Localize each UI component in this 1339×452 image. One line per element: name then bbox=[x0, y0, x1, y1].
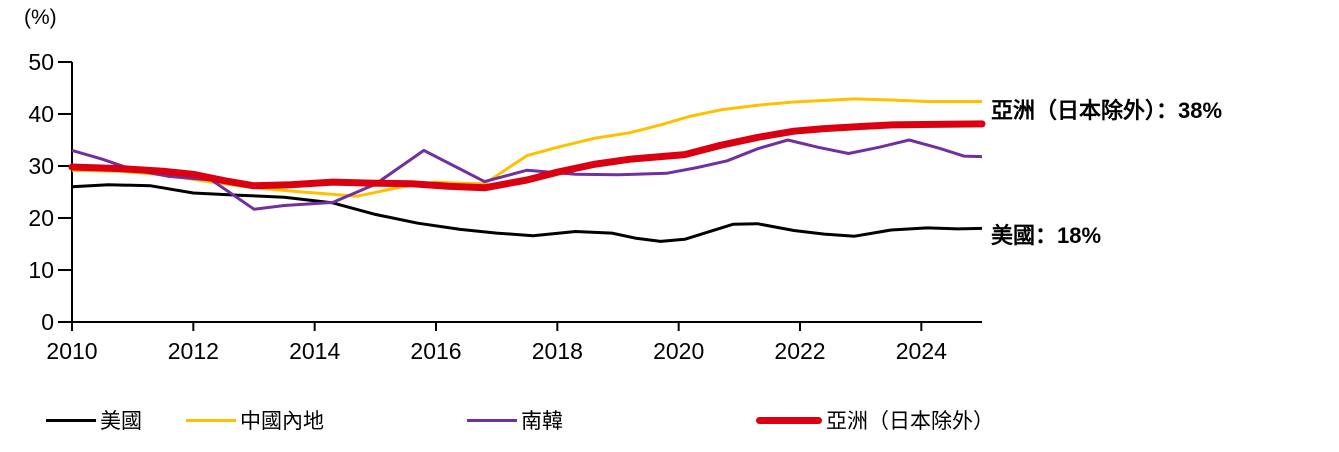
y-tick-label: 40 bbox=[28, 101, 54, 127]
y-tick-label: 0 bbox=[41, 309, 54, 335]
x-tick-label: 2022 bbox=[774, 338, 825, 364]
legend-label-china-mainland: 中國內地 bbox=[240, 410, 324, 433]
legend: 美國 中國內地 南韓 亞洲（日本除外） bbox=[0, 404, 1339, 436]
legend-label-asia-ex-japan: 亞洲（日本除外） bbox=[826, 410, 994, 433]
x-tick-label: 2014 bbox=[289, 338, 340, 364]
x-tick-label: 2018 bbox=[532, 338, 583, 364]
x-tick-label: 2010 bbox=[46, 338, 97, 364]
y-tick-label: 20 bbox=[28, 205, 54, 231]
x-tick-label: 2020 bbox=[653, 338, 704, 364]
line-asia-ex-japan bbox=[68, 120, 986, 192]
legend-label-us: 美國 bbox=[100, 410, 142, 433]
x-tick-label: 2024 bbox=[896, 338, 947, 364]
legend-line-asia-ex-japan bbox=[756, 416, 822, 424]
y-tick-label: 30 bbox=[28, 153, 54, 179]
y-tick-label: 10 bbox=[28, 257, 54, 283]
y-axis-unit-label: (%) bbox=[24, 6, 57, 29]
legend-line-china-mainland bbox=[186, 418, 236, 422]
annotation-asia-ex-japan: 亞洲（日本除外）：38% bbox=[991, 98, 1223, 123]
legend-item-china-mainland: 中國內地 bbox=[186, 404, 324, 436]
x-tick-label: 2016 bbox=[410, 338, 461, 364]
annotation-us: 美國：18% bbox=[991, 223, 1102, 248]
legend-line-south-korea bbox=[467, 418, 517, 422]
legend-item-south-korea: 南韓 bbox=[467, 404, 563, 436]
legend-item-us: 美國 bbox=[46, 404, 142, 436]
legend-item-asia-ex-japan: 亞洲（日本除外） bbox=[756, 404, 994, 436]
y-tick-label: 50 bbox=[28, 49, 54, 75]
line-us bbox=[71, 183, 983, 243]
line-south-korea bbox=[71, 138, 983, 211]
legend-line-us bbox=[46, 418, 96, 422]
x-tick-label: 2012 bbox=[168, 338, 219, 364]
legend-label-south-korea: 南韓 bbox=[521, 410, 563, 433]
